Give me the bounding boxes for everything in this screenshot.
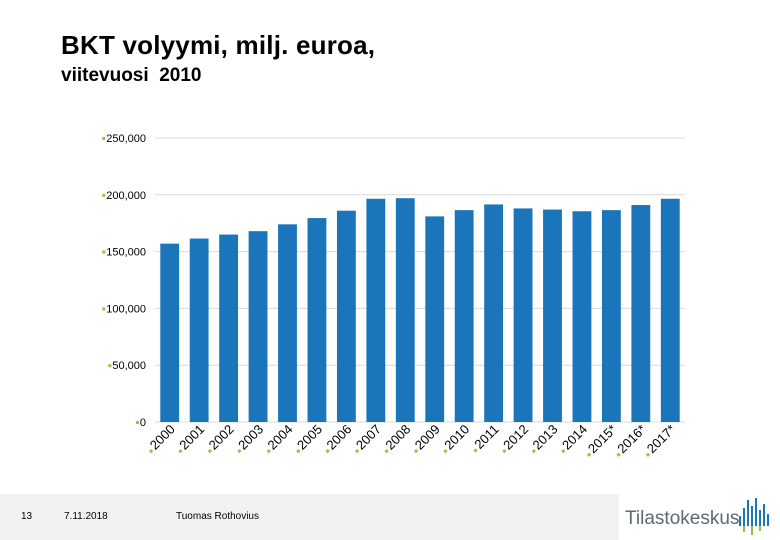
- footer-date: 7.11.2018: [64, 511, 108, 522]
- x-tick: 2014: [559, 422, 590, 454]
- x-tick-marker: [616, 452, 621, 457]
- x-tick-label: 2015*: [585, 422, 620, 457]
- tilastokeskus-logo: Tilastokeskus: [619, 494, 780, 540]
- bar-2017*: [660, 198, 680, 422]
- x-tick-label: 2000: [147, 422, 178, 453]
- x-tick-label: 2014: [559, 422, 590, 453]
- x-tick: 2009: [412, 422, 443, 454]
- x-tick-marker: [413, 449, 419, 454]
- bar-2016*: [631, 205, 651, 422]
- x-tick-marker: [502, 449, 507, 454]
- bar-2014: [572, 211, 592, 422]
- bar-2007: [366, 198, 386, 422]
- x-tick-label: 2010: [441, 422, 472, 453]
- x-tick: 2010: [441, 422, 472, 454]
- x-tick-marker: [586, 452, 592, 457]
- logo-bars-icon: [739, 498, 769, 535]
- bar-2010: [454, 210, 474, 422]
- y-tick-marker: [135, 421, 139, 424]
- bar-2008: [395, 198, 415, 422]
- bar-2006: [336, 210, 356, 422]
- x-tick-marker: [178, 449, 183, 454]
- x-tick-marker: [355, 449, 360, 454]
- y-tick-marker: [102, 307, 106, 311]
- x-tick-label: 2007: [353, 422, 384, 453]
- x-tick-label: 2006: [323, 422, 354, 453]
- x-tick-marker: [296, 449, 301, 454]
- bar-2013: [543, 209, 562, 422]
- x-tick-marker: [443, 449, 448, 454]
- y-tick-label: 250,000: [106, 133, 146, 145]
- x-tick: 2007: [353, 422, 384, 454]
- x-tick: 2002: [206, 422, 237, 454]
- bar-2001: [189, 238, 209, 422]
- x-tick: 2000: [147, 422, 178, 454]
- x-tick: 2008: [382, 422, 413, 454]
- x-tick-marker: [531, 449, 536, 454]
- x-tick-label: 2011: [471, 422, 501, 452]
- bar-2009: [425, 216, 445, 422]
- x-tick-label: 2012: [500, 422, 531, 453]
- y-tick-label: 0: [140, 417, 146, 429]
- x-tick-label: 2009: [412, 422, 443, 453]
- slide-title: BKT volyymi, milj. euroa,: [61, 30, 376, 60]
- x-tick-marker: [384, 449, 389, 454]
- x-tick-label: 2003: [235, 422, 266, 453]
- bar-2005: [307, 218, 327, 422]
- bar-2003: [248, 231, 268, 422]
- x-tick: 2004: [265, 422, 296, 454]
- slide-subtitle: viitevuosi 2010: [61, 65, 202, 86]
- x-tick-label: 2017*: [644, 422, 679, 457]
- x-tick-label: 2002: [206, 422, 237, 453]
- x-tick-marker: [266, 449, 271, 454]
- y-tick-label: 150,000: [106, 247, 146, 259]
- y-tick-marker: [108, 364, 112, 368]
- x-tick-label: 2016*: [614, 422, 649, 457]
- x-tick-marker: [473, 448, 478, 453]
- bar-2004: [278, 224, 297, 422]
- y-tick-label: 100,000: [106, 303, 146, 315]
- x-tick-marker: [325, 449, 330, 454]
- logo-wordmark: Tilastokeskus: [625, 508, 740, 529]
- x-tick: 2016*: [614, 422, 649, 457]
- x-tick: 2006: [323, 422, 355, 454]
- bar-2011: [484, 204, 504, 422]
- x-tick: 2005: [294, 422, 325, 454]
- y-tick-marker: [102, 250, 106, 254]
- x-tick-label: 2001: [176, 422, 207, 453]
- y-tick-label: 200,000: [106, 190, 146, 202]
- footer-author: Tuomas Rothovius: [176, 511, 259, 522]
- x-tick: 2015*: [585, 422, 620, 457]
- slide-number: 13: [21, 511, 33, 522]
- x-tick: 2011: [471, 422, 502, 453]
- x-tick-marker: [237, 449, 242, 454]
- x-tick-marker: [645, 452, 651, 457]
- x-tick-label: 2005: [294, 422, 325, 453]
- x-tick: 2001: [176, 422, 207, 454]
- x-tick: 2003: [235, 422, 266, 454]
- y-tick-label: 50,000: [112, 360, 146, 372]
- x-tick-label: 2013: [530, 422, 561, 453]
- x-tick-marker: [207, 449, 213, 454]
- bar-2012: [513, 208, 533, 422]
- y-tick-marker: [102, 193, 106, 197]
- x-tick: 2012: [500, 422, 531, 454]
- bar-2015*: [601, 210, 621, 422]
- x-tick-label: 2008: [382, 422, 413, 453]
- y-tick-marker: [102, 137, 106, 140]
- x-tick-marker: [561, 449, 566, 454]
- x-tick-label: 2004: [265, 422, 296, 453]
- bar-2002: [219, 234, 239, 422]
- x-tick: 2013: [530, 422, 561, 454]
- x-tick-marker: [148, 449, 154, 454]
- bar-2000: [160, 243, 180, 422]
- x-tick: 2017*: [644, 422, 679, 457]
